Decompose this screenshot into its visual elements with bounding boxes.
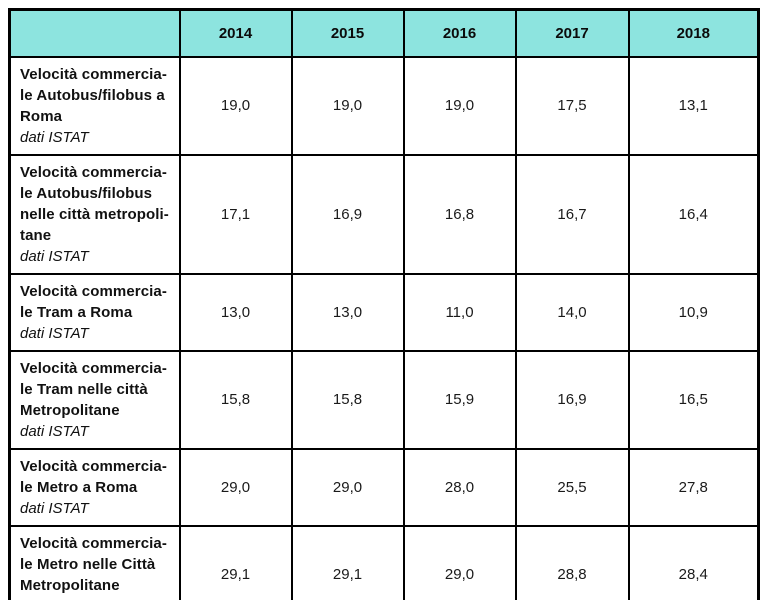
header-year-2014: 2014	[178, 8, 293, 58]
table-row: Velocità commercia- le Tram nelle città …	[8, 349, 760, 450]
row-label-metro-roma: Velocità commercia- le Metro a Roma dati…	[8, 447, 181, 527]
header-year-2018: 2018	[627, 8, 760, 58]
header-row: 2014 2015 2016 2017 2018	[8, 8, 760, 58]
row-label-metro-metropolitane: Velocità commercia- le Metro nelle Città…	[8, 524, 181, 600]
table-row: Velocità commercia- le Autobus/filobus a…	[8, 55, 760, 156]
row-label-bus-metropolitane: Velocità commercia- le Autobus/filobus n…	[8, 153, 181, 275]
cell-value: 16,4	[627, 153, 760, 275]
row-label-text: Velocità commercia- le Autobus/filobus n…	[20, 163, 169, 244]
cell-value: 25,5	[514, 447, 630, 527]
cell-value: 13,0	[290, 272, 405, 352]
cell-value: 15,8	[290, 349, 405, 450]
cell-value: 15,9	[402, 349, 517, 450]
cell-value: 13,0	[178, 272, 293, 352]
cell-value: 19,0	[402, 55, 517, 156]
row-label-note: dati ISTAT	[20, 324, 89, 342]
table-row: Velocità commercia- le Tram a Roma dati …	[8, 272, 760, 352]
cell-value: 28,4	[627, 524, 760, 600]
row-label-note: dati ISTAT	[20, 596, 173, 600]
row-label-text: Velocità commercia- le Tram a Roma	[20, 282, 167, 321]
row-label-text: Velocità commercia- le Metro nelle Città…	[20, 534, 167, 594]
cell-value: 14,0	[514, 272, 630, 352]
cell-value: 27,8	[627, 447, 760, 527]
commercial-speed-table: 2014 2015 2016 2017 2018 Velocità commer…	[8, 8, 760, 600]
cell-value: 11,0	[402, 272, 517, 352]
cell-value: 13,1	[627, 55, 760, 156]
cell-value: 16,5	[627, 349, 760, 450]
cell-value: 29,1	[178, 524, 293, 600]
cell-value: 28,8	[514, 524, 630, 600]
header-year-2015: 2015	[290, 8, 405, 58]
cell-value: 15,8	[178, 349, 293, 450]
table-row: Velocità commercia- le Autobus/filobus n…	[8, 153, 760, 275]
row-label-tram-roma: Velocità commercia- le Tram a Roma dati …	[8, 272, 181, 352]
row-label-note: dati ISTAT	[20, 499, 89, 517]
row-label-bus-roma: Velocità commercia- le Autobus/filobus a…	[8, 55, 181, 156]
cell-value: 29,0	[290, 447, 405, 527]
cell-value: 17,1	[178, 153, 293, 275]
header-year-2016: 2016	[402, 8, 517, 58]
table-row: Velocità commercia- le Metro nelle Città…	[8, 524, 760, 600]
cell-value: 28,0	[402, 447, 517, 527]
row-label-text: Velocità commercia- le Autobus/filobus a…	[20, 65, 167, 125]
cell-value: 16,8	[402, 153, 517, 275]
cell-value: 19,0	[290, 55, 405, 156]
row-label-note: dati ISTAT	[20, 128, 89, 146]
cell-value: 16,7	[514, 153, 630, 275]
row-label-note: dati ISTAT	[20, 422, 89, 440]
cell-value: 29,1	[290, 524, 405, 600]
cell-value: 10,9	[627, 272, 760, 352]
cell-value: 29,0	[178, 447, 293, 527]
cell-value: 16,9	[514, 349, 630, 450]
row-label-text: Velocità commercia- le Tram nelle città …	[20, 359, 167, 419]
cell-value: 16,9	[290, 153, 405, 275]
row-label-tram-metropolitane: Velocità commercia- le Tram nelle città …	[8, 349, 181, 450]
header-corner-cell	[8, 8, 181, 58]
cell-value: 17,5	[514, 55, 630, 156]
table-row: Velocità commercia- le Metro a Roma dati…	[8, 447, 760, 527]
cell-value: 19,0	[178, 55, 293, 156]
row-label-note: dati ISTAT	[20, 247, 89, 265]
cell-value: 29,0	[402, 524, 517, 600]
row-label-text: Velocità commercia- le Metro a Roma	[20, 457, 167, 496]
header-year-2017: 2017	[514, 8, 630, 58]
